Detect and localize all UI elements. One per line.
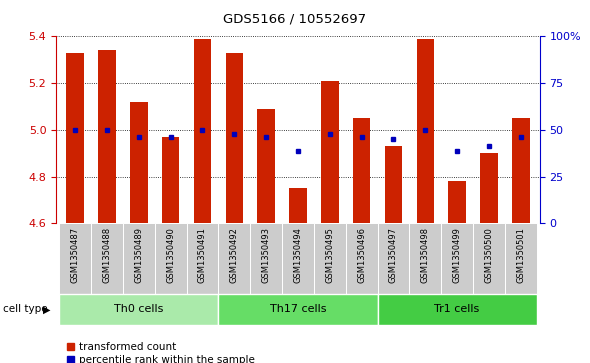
Text: GSM1350497: GSM1350497: [389, 227, 398, 283]
Bar: [218, 294, 378, 325]
Bar: [473, 223, 505, 294]
Bar: [91, 223, 123, 294]
Bar: [123, 223, 155, 294]
Bar: [130, 102, 148, 223]
Text: GSM1350498: GSM1350498: [421, 227, 430, 283]
Bar: [346, 223, 378, 294]
Bar: [321, 81, 339, 223]
Bar: [512, 118, 529, 223]
Bar: [314, 223, 346, 294]
Bar: [417, 38, 434, 223]
Bar: [218, 223, 250, 294]
Text: GSM1350492: GSM1350492: [230, 227, 239, 283]
Text: ▶: ▶: [44, 305, 51, 314]
Text: Th17 cells: Th17 cells: [270, 305, 326, 314]
Text: GSM1350487: GSM1350487: [71, 227, 80, 283]
Bar: [480, 153, 498, 223]
Bar: [409, 223, 441, 294]
Bar: [378, 223, 409, 294]
Bar: [98, 50, 116, 223]
Text: GSM1350491: GSM1350491: [198, 227, 207, 283]
Text: GSM1350500: GSM1350500: [484, 227, 493, 283]
Bar: [378, 294, 537, 325]
Bar: [448, 181, 466, 223]
Text: Tr1 cells: Tr1 cells: [434, 305, 480, 314]
Text: GSM1350495: GSM1350495: [325, 227, 335, 283]
Text: GSM1350494: GSM1350494: [293, 227, 303, 283]
Text: GSM1350496: GSM1350496: [357, 227, 366, 283]
Bar: [505, 223, 537, 294]
Text: GSM1350490: GSM1350490: [166, 227, 175, 283]
Bar: [250, 223, 282, 294]
Bar: [67, 53, 84, 223]
Text: GSM1350489: GSM1350489: [135, 227, 143, 283]
Bar: [225, 53, 243, 223]
Bar: [353, 118, 371, 223]
Bar: [385, 146, 402, 223]
Text: GSM1350501: GSM1350501: [516, 227, 525, 283]
Text: GSM1350499: GSM1350499: [453, 227, 461, 283]
Text: GSM1350493: GSM1350493: [261, 227, 271, 283]
Bar: [289, 188, 307, 223]
Bar: [59, 223, 91, 294]
Text: Th0 cells: Th0 cells: [114, 305, 163, 314]
Text: cell type: cell type: [3, 305, 48, 314]
Bar: [257, 109, 275, 223]
Text: GSM1350488: GSM1350488: [103, 227, 112, 283]
Legend: transformed count, percentile rank within the sample: transformed count, percentile rank withi…: [67, 342, 254, 363]
Bar: [282, 223, 314, 294]
Bar: [441, 223, 473, 294]
Bar: [162, 137, 179, 223]
Bar: [186, 223, 218, 294]
Bar: [155, 223, 186, 294]
Bar: [59, 294, 218, 325]
Bar: [194, 38, 211, 223]
Text: GDS5166 / 10552697: GDS5166 / 10552697: [224, 13, 366, 26]
